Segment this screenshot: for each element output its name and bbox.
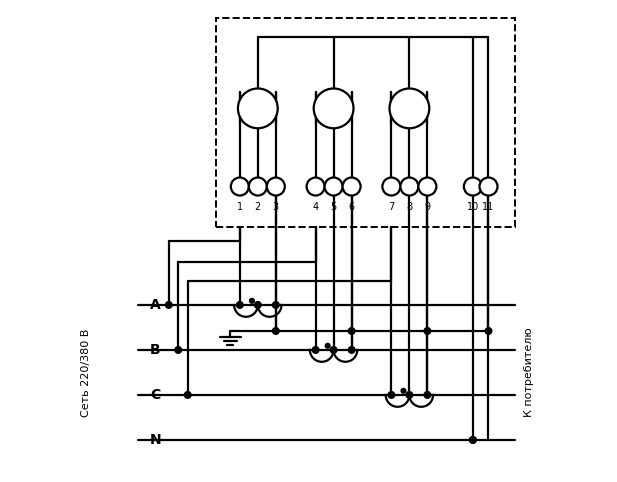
Circle shape	[165, 302, 172, 308]
Text: 2: 2	[255, 201, 261, 212]
Circle shape	[383, 177, 400, 196]
Circle shape	[307, 177, 325, 196]
Text: 3: 3	[273, 201, 279, 212]
Circle shape	[313, 89, 354, 128]
Circle shape	[325, 177, 342, 196]
Circle shape	[470, 437, 476, 443]
Circle shape	[464, 177, 482, 196]
Text: N: N	[150, 433, 162, 447]
Circle shape	[249, 298, 254, 303]
Circle shape	[401, 388, 406, 393]
Circle shape	[238, 89, 278, 128]
Text: К потребителю: К потребителю	[524, 328, 534, 417]
Circle shape	[424, 392, 431, 398]
Text: 8: 8	[407, 201, 412, 212]
Text: 11: 11	[482, 201, 495, 212]
Text: 10: 10	[466, 201, 479, 212]
Circle shape	[389, 89, 429, 128]
Circle shape	[175, 347, 181, 353]
Text: 9: 9	[424, 201, 431, 212]
Text: A: A	[150, 298, 160, 312]
Circle shape	[267, 177, 285, 196]
Circle shape	[348, 347, 355, 353]
Text: 7: 7	[388, 201, 394, 212]
Text: 5: 5	[331, 201, 337, 212]
Circle shape	[273, 328, 279, 335]
Circle shape	[400, 177, 418, 196]
Circle shape	[312, 347, 319, 353]
Circle shape	[406, 392, 413, 398]
Circle shape	[330, 347, 337, 353]
Circle shape	[348, 328, 355, 335]
Text: 4: 4	[313, 201, 318, 212]
Text: Сеть 220/380 В: Сеть 220/380 В	[81, 328, 91, 416]
Text: C: C	[150, 388, 160, 402]
Circle shape	[231, 177, 249, 196]
Circle shape	[273, 302, 279, 308]
Circle shape	[184, 392, 191, 398]
Text: 1: 1	[237, 201, 243, 212]
Circle shape	[325, 344, 330, 348]
Text: B: B	[150, 343, 160, 357]
Circle shape	[418, 177, 436, 196]
Circle shape	[342, 177, 360, 196]
Circle shape	[236, 302, 243, 308]
Circle shape	[485, 328, 492, 335]
Circle shape	[249, 177, 267, 196]
Circle shape	[424, 328, 431, 335]
Circle shape	[470, 437, 476, 443]
Text: 6: 6	[349, 201, 355, 212]
Circle shape	[254, 302, 261, 308]
Circle shape	[388, 392, 395, 398]
Circle shape	[479, 177, 497, 196]
